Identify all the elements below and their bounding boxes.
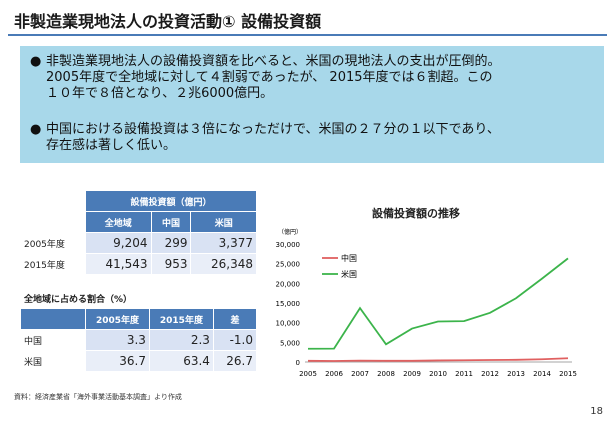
bullet-line: １０年で８倍となり、２兆6000億円。	[46, 86, 274, 101]
bullet-line: 2005年度で全地域に対して４割弱であったが、 2015年度では６割超。この	[46, 70, 493, 85]
page-title: 非製造業現地法人の投資活動① 設備投資額	[14, 12, 322, 31]
column-header: 2015年度	[148, 308, 214, 330]
y-tick-label: 0	[296, 359, 300, 367]
y-axis-unit-label: （億円）	[278, 228, 302, 236]
x-tick-label: 2007	[351, 370, 369, 378]
table-cell: 63.4	[148, 350, 214, 372]
bullet-dot-icon: ●	[30, 54, 42, 69]
table-row: 2015年度 41,543 953 26,348	[20, 253, 257, 275]
table-row: 米国 36.7 63.4 26.7	[20, 350, 258, 372]
column-header: 2005年度	[85, 308, 150, 330]
column-header: 米国	[190, 211, 257, 233]
bullet-dot-icon: ●	[30, 122, 42, 137]
table-corner	[20, 308, 86, 330]
y-tick-label: 20,000	[276, 280, 301, 288]
capex-table: 設備投資額（億円） 全地域 中国 米国 2005年度 9,204 299 3,3…	[20, 190, 257, 275]
page-number: 18	[590, 406, 603, 417]
line-chart-svg: （億円） 0 5,000 10,000 15,000 20,000 25,000 30,000…	[276, 228, 577, 378]
bullet-box: ● 非製造業現地法人の設備投資額を比べると、米国の現地法人の支出が圧倒的。 20…	[20, 46, 604, 163]
table-cell: 26,348	[190, 253, 257, 275]
x-tick-label: 2011	[455, 370, 473, 378]
table-cell: 41,543	[85, 253, 152, 275]
table-cell: 2.3	[148, 329, 214, 351]
legend-label: 米国	[341, 269, 357, 279]
y-tick-label: 30,000	[276, 241, 301, 249]
bullet-line: 存在感は著しく低い。	[46, 138, 177, 153]
table-cell: 3,377	[190, 232, 257, 254]
x-tick-label: 2005	[299, 370, 317, 378]
y-tick-label: 5,000	[280, 339, 300, 347]
column-header: 差	[212, 308, 258, 330]
table-row: 2005年度 9,204 299 3,377	[20, 232, 257, 254]
table-cell: 299	[150, 232, 192, 254]
row-label: 2015年度	[20, 253, 86, 275]
table-cell: 3.3	[85, 329, 150, 351]
x-tick-label: 2013	[507, 370, 525, 378]
bullet-item: ● 中国における設備投資は３倍になっただけで、米国の２７分の１以下であり、 存在…	[30, 122, 500, 154]
bullet-line: 非製造業現地法人の設備投資額を比べると、米国の現地法人の支出が圧倒的。	[46, 54, 501, 69]
share-table-title: 全地域に占める割合（%）	[24, 295, 133, 305]
row-label: 中国	[20, 329, 86, 351]
capex-chart: 設備投資額の推移 （億円） 0 5,000 10,000 15,000 20,000 25,…	[262, 198, 607, 390]
table-group-header: 設備投資額（億円）	[85, 190, 257, 212]
x-tick-label: 2015	[559, 370, 577, 378]
bullet-item: ● 非製造業現地法人の設備投資額を比べると、米国の現地法人の支出が圧倒的。 20…	[30, 54, 500, 102]
x-tick-label: 2014	[533, 370, 551, 378]
x-tick-label: 2012	[481, 370, 499, 378]
x-tick-label: 2008	[377, 370, 395, 378]
share-table: 2005年度 2015年度 差 中国 3.3 2.3 -1.0 米国 36.7 …	[20, 308, 258, 372]
x-tick-label: 2010	[429, 370, 447, 378]
series-line-china	[307, 357, 569, 362]
x-tick-label: 2009	[403, 370, 421, 378]
table-corner	[20, 190, 86, 212]
table-cell: 9,204	[85, 232, 152, 254]
legend-label: 中国	[341, 253, 357, 263]
row-label: 米国	[20, 350, 86, 372]
chart-title: 設備投資額の推移	[372, 207, 460, 220]
row-label: 2005年度	[20, 232, 86, 254]
y-tick-label: 15,000	[276, 300, 301, 308]
series-line-usa	[307, 257, 569, 350]
table-cell: 26.7	[212, 350, 258, 372]
table-cell: 953	[150, 253, 192, 275]
column-header: 中国	[150, 211, 192, 233]
y-tick-label: 25,000	[276, 261, 301, 269]
table-row: 中国 3.3 2.3 -1.0	[20, 329, 258, 351]
table-cell: 36.7	[85, 350, 150, 372]
source-note: 資料：経済産業省「海外事業活動基本調査」より作成	[14, 393, 182, 401]
table-corner	[20, 211, 86, 233]
y-tick-label: 10,000	[276, 320, 301, 328]
bullet-line: 中国における設備投資は３倍になっただけで、米国の２７分の１以下であり、	[46, 122, 500, 137]
title-divider	[8, 34, 607, 36]
table-cell: -1.0	[212, 329, 258, 351]
column-header: 全地域	[85, 211, 152, 233]
x-tick-label: 2006	[325, 370, 343, 378]
